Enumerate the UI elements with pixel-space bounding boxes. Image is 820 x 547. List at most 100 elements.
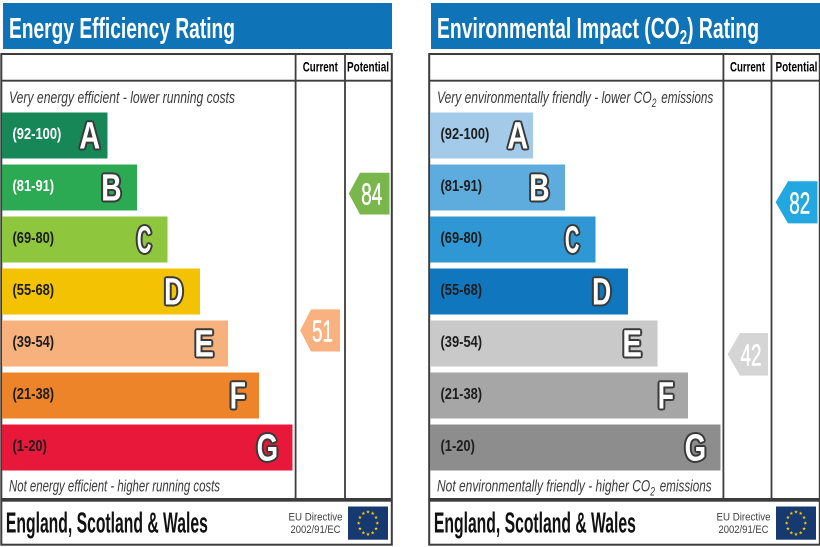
svg-text:42: 42 (741, 337, 762, 372)
svg-text:G: G (255, 429, 277, 471)
svg-text:A: A (78, 117, 99, 159)
svg-text:F: F (660, 375, 676, 417)
svg-text:G: G (683, 427, 705, 469)
svg-text:A: A (507, 113, 528, 155)
svg-text:D: D (594, 273, 613, 315)
svg-text:Not energy efficient - higher: Not energy efficient - higher running co… (9, 477, 220, 496)
svg-text:F: F (228, 374, 244, 416)
svg-text:D: D (164, 273, 183, 315)
svg-text:51: 51 (312, 313, 333, 348)
svg-text:(69-80): (69-80) (13, 230, 55, 247)
svg-text:B: B (103, 167, 123, 209)
svg-text:A: A (81, 117, 102, 159)
svg-text:Environmental Impact (CO: Environmental Impact (CO (437, 13, 680, 45)
svg-text:G: G (258, 429, 280, 471)
svg-text:C: C (565, 217, 580, 259)
svg-text:D: D (594, 270, 613, 312)
svg-text:(21-38): (21-38) (441, 386, 483, 403)
svg-text:England, Scotland & Wales: England, Scotland & Wales (6, 508, 208, 540)
svg-text:G: G (685, 425, 707, 467)
svg-text:D: D (590, 271, 609, 313)
svg-text:G: G (255, 427, 277, 469)
svg-text:B: B (531, 169, 551, 211)
svg-text:E: E (621, 322, 641, 364)
svg-text:B: B (103, 169, 123, 211)
svg-text:A: A (78, 114, 99, 156)
svg-text:E: E (622, 325, 642, 367)
svg-text:A: A (509, 117, 530, 159)
svg-text:A: A (507, 115, 528, 157)
svg-text:F: F (230, 373, 246, 415)
svg-text:C: C (563, 219, 578, 261)
svg-text:E: E (196, 323, 216, 365)
svg-text:E: E (194, 321, 214, 363)
svg-text:D: D (164, 269, 183, 311)
svg-text:emissions: emissions (661, 88, 713, 107)
svg-text:B: B (101, 169, 121, 211)
svg-text:(92-100): (92-100) (441, 126, 490, 143)
svg-text:G: G (685, 427, 707, 469)
svg-text:F: F (656, 375, 672, 417)
svg-text:B: B (101, 165, 121, 207)
svg-text:England, Scotland & Wales: England, Scotland & Wales (434, 508, 636, 540)
svg-text:B: B (529, 167, 549, 209)
svg-text:G: G (686, 429, 708, 471)
svg-text:D: D (166, 270, 185, 312)
svg-text:E: E (624, 323, 644, 365)
svg-text:F: F (231, 377, 247, 419)
svg-text:C: C (566, 221, 581, 263)
svg-text:F: F (230, 377, 246, 419)
svg-text:(92-100): (92-100) (13, 126, 62, 143)
svg-text:A: A (509, 115, 530, 157)
svg-text:B: B (99, 167, 119, 209)
svg-text:F: F (658, 377, 674, 419)
svg-text:C: C (137, 221, 152, 263)
svg-text:(55-68): (55-68) (13, 282, 55, 299)
svg-text:(39-54): (39-54) (13, 334, 55, 351)
svg-text:D: D (591, 270, 610, 312)
svg-text:G: G (687, 427, 709, 469)
svg-text:A: A (509, 114, 530, 156)
svg-text:B: B (531, 167, 551, 209)
svg-text:F: F (656, 374, 672, 416)
svg-text:D: D (166, 271, 185, 313)
svg-text:C: C (567, 219, 582, 261)
svg-text:Current: Current (303, 59, 338, 75)
svg-text:C: C (563, 221, 578, 263)
svg-text:B: B (100, 169, 120, 211)
svg-text:2: 2 (649, 485, 655, 499)
svg-text:E: E (622, 321, 642, 363)
svg-text:82: 82 (789, 185, 810, 220)
svg-text:A: A (79, 113, 100, 155)
svg-text:E: E (624, 325, 644, 367)
svg-text:C: C (138, 221, 153, 263)
svg-text:D: D (592, 271, 611, 313)
svg-text:Potential: Potential (775, 59, 817, 75)
svg-text:2: 2 (680, 27, 687, 49)
svg-text:E: E (622, 323, 642, 365)
svg-text:(1-20): (1-20) (13, 438, 47, 455)
svg-text:D: D (592, 269, 611, 311)
svg-text:E: E (194, 323, 214, 365)
svg-text:E: E (624, 322, 644, 364)
svg-text:D: D (591, 273, 610, 315)
svg-text:(81-91): (81-91) (441, 178, 483, 195)
svg-text:emissions: emissions (660, 477, 712, 496)
svg-text:G: G (257, 427, 279, 469)
svg-text:B: B (531, 166, 551, 208)
svg-text:D: D (163, 273, 182, 315)
svg-text:C: C (135, 218, 150, 260)
svg-text:G: G (683, 429, 705, 471)
svg-text:F: F (230, 375, 246, 417)
svg-text:G: G (685, 429, 707, 471)
svg-text:D: D (592, 273, 611, 315)
svg-text:C: C (563, 218, 578, 260)
svg-text:E: E (620, 323, 640, 365)
svg-text:A: A (79, 115, 100, 157)
svg-text:A: A (505, 115, 526, 157)
svg-text:F: F (656, 377, 672, 419)
svg-text:B: B (528, 169, 548, 211)
svg-text:(55-68): (55-68) (441, 282, 483, 299)
svg-text:C: C (137, 217, 152, 259)
svg-text:D: D (594, 271, 613, 313)
